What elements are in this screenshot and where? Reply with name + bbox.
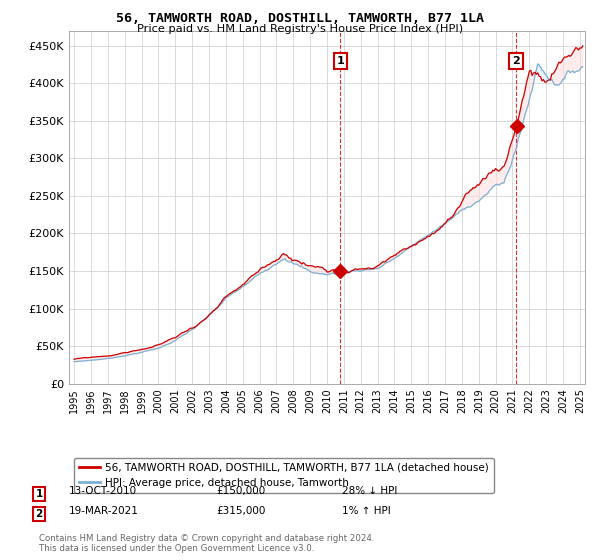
Text: 2: 2 — [512, 56, 520, 66]
Text: 1: 1 — [337, 56, 344, 66]
Text: 56, TAMWORTH ROAD, DOSTHILL, TAMWORTH, B77 1LA: 56, TAMWORTH ROAD, DOSTHILL, TAMWORTH, B… — [116, 12, 484, 25]
Text: £315,000: £315,000 — [216, 506, 265, 516]
Legend: 56, TAMWORTH ROAD, DOSTHILL, TAMWORTH, B77 1LA (detached house), HPI: Average pr: 56, TAMWORTH ROAD, DOSTHILL, TAMWORTH, B… — [74, 458, 494, 493]
Text: Contains HM Land Registry data © Crown copyright and database right 2024.
This d: Contains HM Land Registry data © Crown c… — [39, 534, 374, 553]
Text: 2: 2 — [35, 509, 43, 519]
Text: 19-MAR-2021: 19-MAR-2021 — [69, 506, 139, 516]
Text: 1% ↑ HPI: 1% ↑ HPI — [342, 506, 391, 516]
Text: 13-OCT-2010: 13-OCT-2010 — [69, 486, 137, 496]
Text: 28% ↓ HPI: 28% ↓ HPI — [342, 486, 397, 496]
Text: Price paid vs. HM Land Registry's House Price Index (HPI): Price paid vs. HM Land Registry's House … — [137, 24, 463, 34]
Text: £150,000: £150,000 — [216, 486, 265, 496]
Text: 1: 1 — [35, 489, 43, 499]
